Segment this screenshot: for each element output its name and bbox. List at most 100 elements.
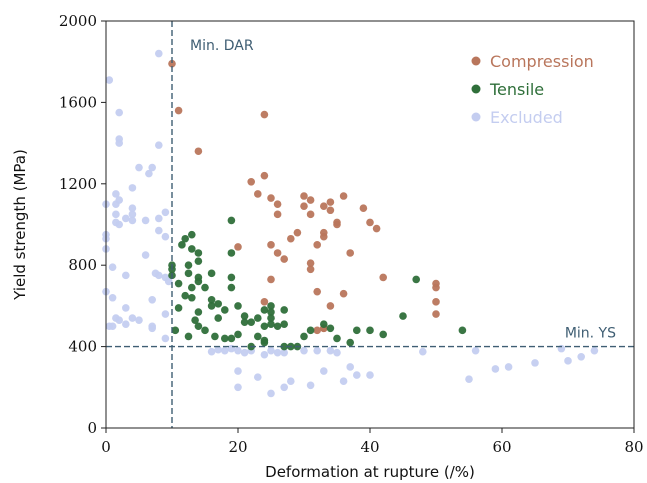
point-tensile — [181, 291, 189, 300]
point-excluded — [240, 348, 249, 357]
point-tensile — [194, 249, 203, 257]
point-excluded — [112, 190, 120, 198]
point-compression — [432, 283, 440, 292]
x-tick-label: 20 — [228, 438, 247, 456]
point-excluded — [128, 216, 137, 225]
y-tick-label: 1600 — [59, 93, 97, 111]
point-excluded — [253, 373, 262, 381]
y-tick-label: 2000 — [59, 12, 97, 30]
point-excluded — [112, 210, 120, 219]
point-tensile — [214, 300, 222, 308]
legend-label-tensile: Tensile — [489, 80, 544, 99]
point-excluded — [353, 371, 361, 379]
y-tick-label: 1200 — [59, 175, 97, 193]
point-tensile — [201, 283, 209, 292]
point-tensile — [333, 334, 341, 343]
point-compression — [273, 210, 282, 219]
point-tensile — [267, 302, 275, 310]
point-compression — [313, 326, 322, 335]
point-excluded — [590, 346, 599, 355]
point-tensile — [171, 326, 180, 335]
point-compression — [346, 249, 355, 257]
point-tensile — [267, 320, 275, 329]
point-tensile — [326, 324, 335, 333]
x-axis-label: Deformation at rupture (/%) — [265, 463, 475, 481]
point-tensile — [174, 304, 183, 312]
point-excluded — [145, 169, 153, 178]
point-excluded — [366, 371, 374, 379]
point-compression — [432, 298, 440, 306]
point-excluded — [221, 346, 229, 355]
point-compression — [280, 255, 289, 263]
point-tensile — [227, 216, 236, 225]
point-tensile — [260, 322, 269, 331]
point-excluded — [115, 108, 123, 117]
point-compression — [174, 106, 183, 115]
point-compression — [234, 243, 242, 251]
point-excluded — [306, 381, 315, 390]
point-tensile — [211, 332, 219, 341]
x-tick-label: 80 — [624, 438, 643, 456]
point-excluded — [155, 49, 163, 58]
point-excluded — [148, 163, 156, 172]
point-excluded — [280, 348, 289, 357]
point-excluded — [161, 310, 170, 318]
point-excluded — [207, 347, 216, 356]
point-excluded — [122, 214, 130, 223]
point-tensile — [412, 275, 421, 284]
point-tensile — [188, 230, 196, 239]
point-compression — [326, 302, 335, 310]
point-tensile — [280, 306, 289, 314]
point-tensile — [399, 312, 407, 320]
point-tensile — [366, 326, 374, 335]
legend-marker-compression — [471, 56, 481, 66]
point-tensile — [174, 279, 183, 288]
point-compression — [273, 249, 282, 257]
point-excluded — [115, 220, 123, 229]
point-excluded — [155, 271, 163, 280]
series-excluded — [102, 49, 599, 398]
point-tensile — [194, 308, 203, 316]
point-compression — [306, 210, 315, 219]
point-compression — [372, 224, 381, 233]
point-tensile — [267, 314, 275, 322]
point-excluded — [108, 263, 117, 272]
point-compression — [366, 218, 374, 227]
y-tick-label: 400 — [68, 338, 97, 356]
point-excluded — [108, 322, 117, 331]
point-excluded — [108, 293, 117, 302]
point-excluded — [491, 365, 500, 373]
point-tensile — [188, 283, 196, 292]
point-excluded — [234, 383, 242, 392]
point-tensile — [188, 245, 196, 253]
point-tensile — [184, 332, 193, 341]
point-compression — [359, 204, 368, 213]
point-excluded — [465, 375, 473, 383]
point-excluded — [141, 216, 150, 225]
point-tensile — [184, 261, 193, 270]
point-tensile — [214, 314, 222, 322]
point-excluded — [115, 316, 123, 324]
point-compression — [247, 177, 255, 186]
y-axis-ticks: 0 400 800 1200 1600 2000 — [59, 12, 106, 437]
point-tensile — [227, 249, 236, 257]
point-excluded — [161, 334, 170, 343]
point-excluded — [300, 346, 308, 355]
point-compression — [432, 310, 440, 318]
point-compression — [267, 275, 275, 284]
point-tensile — [207, 302, 216, 310]
point-tensile — [191, 316, 199, 324]
point-compression — [260, 110, 269, 119]
point-compression — [287, 234, 295, 243]
point-tensile — [346, 338, 355, 347]
point-excluded — [164, 277, 173, 286]
point-tensile — [201, 326, 209, 335]
point-excluded — [339, 377, 348, 385]
reference-lines: Min. DAR Min. YS — [106, 21, 634, 428]
point-tensile — [207, 295, 216, 304]
point-compression — [267, 194, 275, 202]
y-tick-label: 800 — [68, 256, 97, 274]
point-compression — [260, 298, 269, 306]
point-compression — [313, 287, 322, 296]
